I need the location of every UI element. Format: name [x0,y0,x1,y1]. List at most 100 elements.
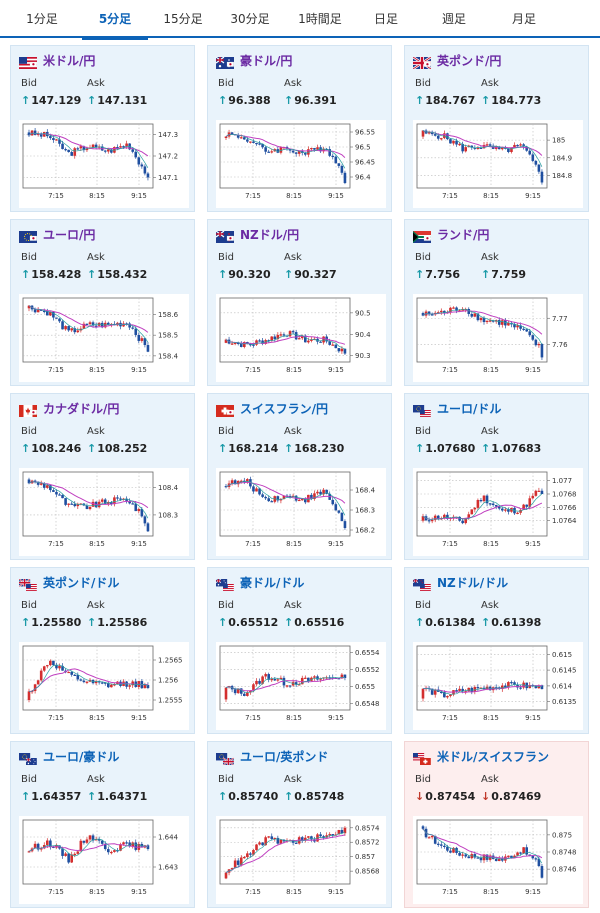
pair-link[interactable]: スイスフラン/円 [216,400,328,417]
price-chart[interactable]: 1.2565 1.256 1.2555 7:15 8:15 9:15 [19,642,189,730]
price-chart[interactable]: 158.6 158.5 158.4 7:15 8:15 9:15 [19,294,189,382]
candle-body [264,837,267,846]
plot-frame [219,819,351,885]
price-chart[interactable]: 0.6554 0.6552 0.655 0.6548 7:15 8:15 9:15 [216,642,386,730]
candle-body [97,839,101,841]
rate-card[interactable]: NZドル/ドル Bid Ask ↑0.61384 ↑0.61398 0.615 0.6145… [404,567,589,734]
candle-body [33,480,37,482]
candle-body [270,501,274,503]
rate-card[interactable]: 米ドル/スイスフラン Bid Ask ↓0.87454 ↓0.87469 0.875 0.8… [404,741,589,908]
y-tick-label: 0.614 [552,682,573,690]
pair-link[interactable]: 豪ドル/ドル [215,574,304,592]
y-tick-label: 168.2 [355,527,375,535]
pair-link[interactable]: NZドル/円 [215,226,299,243]
price-chart[interactable]: 108.4 108.3 7:15 8:15 9:15 [19,468,189,556]
candle-body [46,485,49,488]
price-chart[interactable]: 7.77 7.76 7:15 8:15 9:15 [413,294,583,382]
price-chart[interactable]: 0.8574 0.8572 0.857 0.8568 7:15 8:15 9:15 [216,816,386,904]
tab-daily[interactable]: 日足 [373,12,398,26]
candle-body [319,834,322,837]
price-chart[interactable]: 96.55 96.5 96.45 96.4 7:15 8:15 9:15 [216,120,386,208]
tab-1min[interactable]: 1分足 [26,12,58,26]
candle-body [276,149,280,153]
tab-1hour[interactable]: 1時間足 [298,12,342,26]
rate-card[interactable]: 豪ドル/ドル Bid Ask ↑0.65512 ↑0.65516 0.6554 0.6552… [207,567,392,734]
x-tick-label: 9:15 [328,888,344,896]
candle-body [458,688,461,691]
candle-body [504,685,507,688]
candle-body [504,856,507,861]
candle-body [476,313,480,321]
tab-monthly[interactable]: 月足 [511,12,536,26]
pair-link[interactable]: 英ポンド/ドル [18,574,119,592]
candle-body [88,506,92,510]
rate-card[interactable]: 米ドル/円 Bid Ask ↑147.129 ↑147.131 147.3 147.2 147… [10,45,195,212]
candle-body [85,505,89,510]
pair-link[interactable]: 米ドル/円 [19,52,96,69]
pair-name: 英ポンド/円 [437,53,502,68]
price-chart[interactable]: 0.875 0.8748 0.8746 7:15 8:15 9:15 [413,816,583,904]
ask-value: ↑168.230 [284,442,344,455]
candle-body [73,853,77,856]
pair-link[interactable]: 英ポンド/円 [412,52,502,70]
pair-link[interactable]: ユーロ/英ポンド [216,748,328,766]
bid-label: Bid [218,774,234,785]
candle-body [264,147,267,152]
price-chart[interactable]: 185 184.9 184.8 7:15 8:15 9:15 [413,120,583,208]
pair-link[interactable]: 豪ドル/円 [215,52,292,69]
price-chart[interactable]: 1.644 1.643 7:15 8:15 9:15 [19,816,189,904]
rate-card[interactable]: ユーロ/円 Bid Ask ↑158.428 ↑158.432 158.6 158.5 158… [10,219,195,386]
x-tick-label: 7:15 [245,192,261,200]
pair-link[interactable]: ユーロ/ドル [413,400,501,418]
arrow-up-icon: ↑ [218,442,228,455]
candle-body [261,676,264,684]
pair-link[interactable]: 米ドル/スイスフラン [413,748,549,766]
tab-15min[interactable]: 15分足 [163,12,203,26]
candle-body [479,147,483,149]
y-tick-label: 90.3 [355,352,371,360]
candle-body [343,172,347,183]
candle-body [230,343,234,345]
price-chart-svg: 158.6 158.5 158.4 7:15 8:15 9:15 [22,297,179,374]
tab-weekly[interactable]: 週足 [441,12,466,26]
rate-card[interactable]: ユーロ/ドル Bid Ask ↑1.07680 ↑1.07683 1.077 1.0768 1… [404,393,589,560]
rate-card[interactable]: ユーロ/英ポンド Bid Ask ↑0.85740 ↑0.85748 0.8574 0.85… [207,741,392,908]
rate-card[interactable]: ユーロ/豪ドル Bid Ask ↑1.64357 ↑1.64371 1.644 1.643 7… [10,741,195,908]
candle-body [282,334,286,336]
candle-body [61,494,64,499]
pair-link[interactable]: ユーロ/豪ドル [19,748,119,766]
price-chart[interactable]: 168.4 168.3 168.2 7:15 8:15 9:15 [216,468,386,556]
pair-link[interactable]: ランド/円 [413,226,489,243]
rate-card[interactable]: カナダドル/円 Bid Ask ↑108.246 ↑108.252 108.4 108.3 7… [10,393,195,560]
rate-card[interactable]: ランド/円 Bid Ask ↑7.756 ↑7.759 7.77 7.76 7:15 8:15 9… [404,219,589,386]
candle-body [39,133,43,137]
rate-card[interactable]: 豪ドル/円 Bid Ask ↑96.388 ↑96.391 96.55 96.5 96.45 9… [207,45,392,212]
candle-body [331,834,335,836]
candle-body [46,665,49,667]
rate-card[interactable]: NZドル/円 Bid Ask ↑90.320 ↑90.327 90.5 90.4 90.3 7:… [207,219,392,386]
candle-body [107,683,110,688]
candle-body [110,684,113,688]
pair-link[interactable]: ユーロ/円 [19,226,95,243]
ma-short-line [28,838,149,857]
price-chart[interactable]: 0.615 0.6145 0.614 0.6135 7:15 8:15 9:15 [413,642,583,730]
candle-body [421,688,425,699]
candle-body [467,514,471,519]
candle-body [270,679,274,681]
price-chart[interactable]: 147.3 147.2 147.1 7:15 8:15 9:15 [19,120,189,208]
rate-card[interactable]: 英ポンド/ドル Bid Ask ↑1.25580 ↑1.25586 1.2565 1.256… [10,567,195,734]
tab-30min[interactable]: 30分足 [230,12,270,26]
tab-5min[interactable]: 5分足 [82,0,148,40]
pair-name: 米ドル/円 [43,53,96,68]
price-chart[interactable]: 90.5 90.4 90.3 7:15 8:15 9:15 [216,294,386,382]
candle-body [534,686,538,689]
rate-card[interactable]: スイスフラン/円 Bid Ask ↑168.214 ↑168.230 168.4 168.3… [207,393,392,560]
rate-card[interactable]: 英ポンド/円 Bid Ask ↑184.767 ↑184.773 185 184.9 184.… [404,45,589,212]
price-chart[interactable]: 1.077 1.0768 1.0766 1.0764 7:15 8:15 9:15 [413,468,583,556]
pair-link[interactable]: NZドル/ドル [412,574,508,592]
candle-body [131,503,134,505]
candle-body [85,323,89,325]
candle-body [119,681,122,686]
candle-body [70,503,73,505]
pair-link[interactable]: カナダドル/円 [19,400,119,417]
